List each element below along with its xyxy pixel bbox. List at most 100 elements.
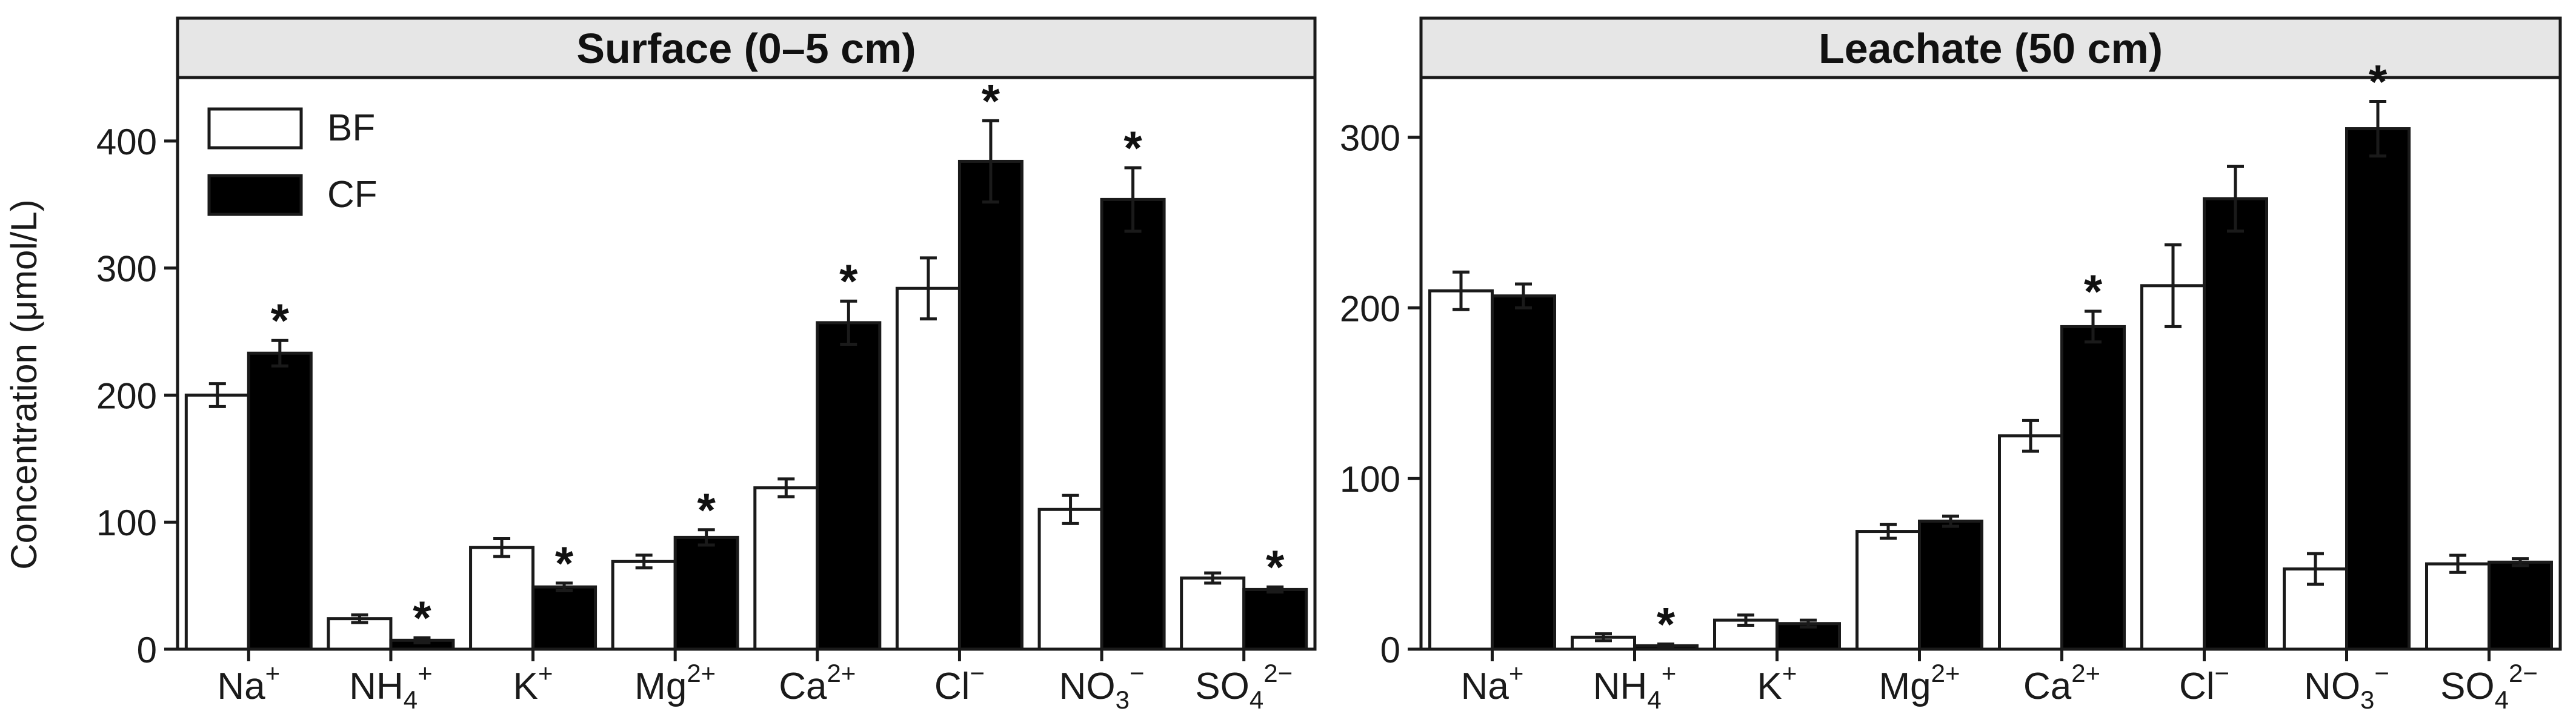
bar-bf (1855, 530, 1921, 651)
x-tick-label: Cl− (2179, 659, 2229, 707)
error-bar (1062, 494, 1079, 525)
bar-cf (957, 159, 1023, 651)
bar-cf (2203, 197, 2268, 651)
significance-asterisk: * (1266, 540, 1285, 593)
error-bar (2512, 557, 2529, 567)
error-bar (919, 256, 937, 321)
bar-bf (2140, 284, 2206, 651)
error-bar (2085, 309, 2102, 344)
error-bar (697, 528, 715, 547)
significance-asterisk: * (2369, 55, 2388, 108)
error-bar (1942, 514, 1959, 528)
error-bar (1453, 270, 1469, 311)
error-bar (2307, 552, 2324, 586)
bar-cf (816, 321, 882, 651)
bar-bf (327, 617, 393, 651)
x-tick-label: K+ (513, 659, 553, 707)
x-tick-label: NH4+ (349, 659, 432, 714)
x-tick-label: Mg2+ (1879, 659, 1960, 707)
x-tick-label: Ca2+ (2023, 659, 2100, 707)
error-bar (556, 581, 573, 593)
error-bar (271, 339, 288, 368)
y-tick-label: 0 (1380, 630, 1400, 670)
error-bar (2449, 553, 2466, 574)
error-bar (2165, 243, 2182, 328)
error-bar (1800, 618, 1817, 629)
error-bar (351, 613, 368, 624)
significance-asterisk: * (839, 254, 858, 308)
panel-1: Surface (0–5 cm) 0 100 200 300 400 * Na+ * NH4+ * K… (96, 16, 1317, 714)
plot-frame (176, 76, 1317, 651)
x-tick-label: Cl− (934, 659, 985, 707)
panel-title: Surface (0–5 cm) (576, 25, 916, 72)
significance-asterisk: * (413, 591, 431, 644)
bar-cf (1491, 294, 1556, 651)
legend: BF CF (207, 107, 378, 216)
bar-bf (753, 486, 819, 651)
error-bar (1266, 585, 1284, 594)
x-tick-label: SO42− (2440, 659, 2538, 714)
y-axis-label: Concentration (μmol/L) (4, 199, 44, 569)
y-tick-label: 100 (96, 503, 157, 543)
legend-label-cf: CF (327, 174, 378, 216)
error-bar (982, 119, 999, 204)
significance-asterisk: * (271, 294, 290, 347)
bar-bf (1037, 507, 1103, 651)
error-bar (1124, 166, 1142, 233)
x-tick-label: Ca2+ (779, 659, 856, 707)
x-tick-label: NO3− (2304, 659, 2389, 714)
bar-bf (1998, 434, 2063, 651)
error-bar (1657, 643, 1674, 649)
y-tick-label: 400 (96, 122, 157, 162)
error-bar (1515, 282, 1532, 309)
bar-cf (2060, 325, 2126, 651)
y-tick-label: 0 (137, 630, 157, 670)
significance-asterisk: * (555, 537, 574, 590)
panel-header (1419, 16, 2562, 79)
bar-cf (1100, 197, 1166, 651)
bar-bf (2425, 562, 2491, 651)
bar-cf (1918, 520, 1983, 651)
y-tick-label: 300 (1340, 118, 1400, 159)
panel-header (176, 16, 1317, 79)
y-tick-label: 100 (1340, 459, 1400, 500)
error-bar (1595, 632, 1612, 643)
bar-bf (184, 393, 250, 651)
significance-asterisk: * (982, 74, 1000, 127)
bar-bf (611, 560, 677, 651)
error-bar (2369, 99, 2386, 158)
error-bar (1204, 571, 1222, 585)
error-bar (2227, 165, 2244, 233)
bar-bf (1180, 577, 1246, 651)
x-tick-label: Na+ (1461, 659, 1524, 707)
error-bar (777, 477, 795, 498)
bar-cf (2345, 127, 2411, 651)
error-bar (208, 382, 226, 408)
x-tick-label: SO42− (1195, 659, 1293, 714)
bar-cf (2488, 560, 2553, 651)
bar-bf (469, 546, 535, 651)
bar-cf (673, 535, 739, 651)
panel-2: Leachate (50 cm) 0 100 200 300 Na+ * NH4+ K+ Mg2+… (1340, 16, 2562, 714)
error-bar (1737, 613, 1754, 627)
significance-asterisk: * (1123, 121, 1142, 174)
error-bar (493, 537, 511, 558)
legend-swatch-cf (207, 174, 303, 216)
legend-swatch-bf (207, 107, 303, 150)
x-tick-label: NO3− (1059, 659, 1145, 714)
bar-cf (531, 585, 597, 651)
significance-asterisk: * (697, 483, 716, 537)
bar-cf (1242, 587, 1308, 651)
x-tick-label: NH4+ (1593, 659, 1676, 714)
panel-title: Leachate (50 cm) (1819, 25, 2163, 72)
x-tick-label: K+ (1757, 659, 1797, 707)
y-tick-label: 300 (96, 249, 157, 289)
x-tick-label: Na+ (217, 659, 280, 707)
bar-bf (1428, 289, 1494, 651)
plot-frame (1419, 76, 2562, 651)
significance-asterisk: * (1657, 598, 1676, 651)
y-tick-label: 200 (96, 375, 157, 416)
error-bar (840, 299, 857, 346)
